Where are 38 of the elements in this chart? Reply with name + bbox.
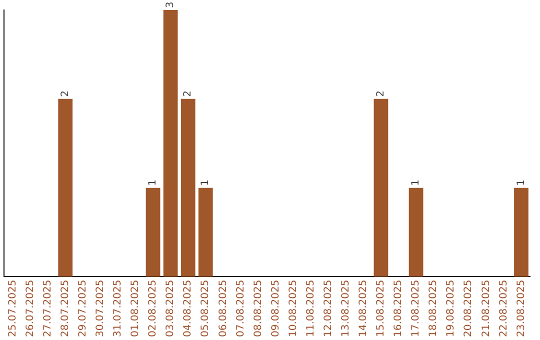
x-tick-label: 09.08.2025	[270, 280, 282, 338]
x-tick-label: 18.08.2025	[428, 280, 440, 338]
x-tick-label: 08.08.2025	[252, 280, 264, 338]
data-label: 1	[148, 179, 159, 186]
x-tick-label: 28.07.2025	[60, 280, 71, 338]
x-tick-label: 10.08.2025	[288, 280, 299, 338]
x-tick-label: 07.08.2025	[235, 280, 246, 338]
x-tick-label: 17.08.2025	[410, 280, 422, 338]
data-label: 1	[410, 179, 422, 186]
x-tick-label: 30.07.2025	[95, 280, 106, 338]
x-tick-label: 15.08.2025	[376, 280, 387, 338]
data-label: 3	[165, 2, 176, 8]
x-tick-label: 21.08.2025	[480, 280, 492, 338]
x-tick-label: 22.08.2025	[498, 280, 510, 338]
x-tick-label: 04.08.2025	[182, 280, 194, 338]
x-tick-label: 14.08.2025	[358, 280, 370, 338]
data-label: 2	[376, 90, 387, 97]
x-tick-label: 25.07.2025	[7, 280, 18, 338]
data-label: 2	[60, 90, 71, 97]
data-label: 1	[516, 179, 527, 186]
x-tick-label: 01.08.2025	[130, 280, 142, 338]
x-tick-label: 29.07.2025	[77, 280, 88, 338]
x-tick-label: 20.08.2025	[463, 280, 474, 338]
x-tick-label: 27.07.2025	[42, 280, 54, 338]
x-tick-label: 05.08.2025	[200, 280, 212, 338]
data-label: 2	[182, 90, 194, 97]
x-tick-label: 13.08.2025	[340, 280, 352, 338]
x-tick-label: 03.08.2025	[165, 280, 176, 338]
x-tick-label: 31.07.2025	[112, 280, 124, 338]
x-tick-label: 16.08.2025	[393, 280, 404, 338]
x-tick-label: 23.08.2025	[516, 280, 527, 338]
x-tick-label: 06.08.2025	[218, 280, 229, 338]
data-label: 1	[200, 179, 212, 186]
x-tick-label: 19.08.2025	[446, 280, 457, 338]
x-tick-label: 02.08.2025	[148, 280, 159, 338]
x-tick-label: 12.08.2025	[322, 280, 334, 338]
x-tick-label: 11.08.2025	[305, 280, 316, 338]
x-tick-label: 26.07.2025	[24, 280, 36, 338]
